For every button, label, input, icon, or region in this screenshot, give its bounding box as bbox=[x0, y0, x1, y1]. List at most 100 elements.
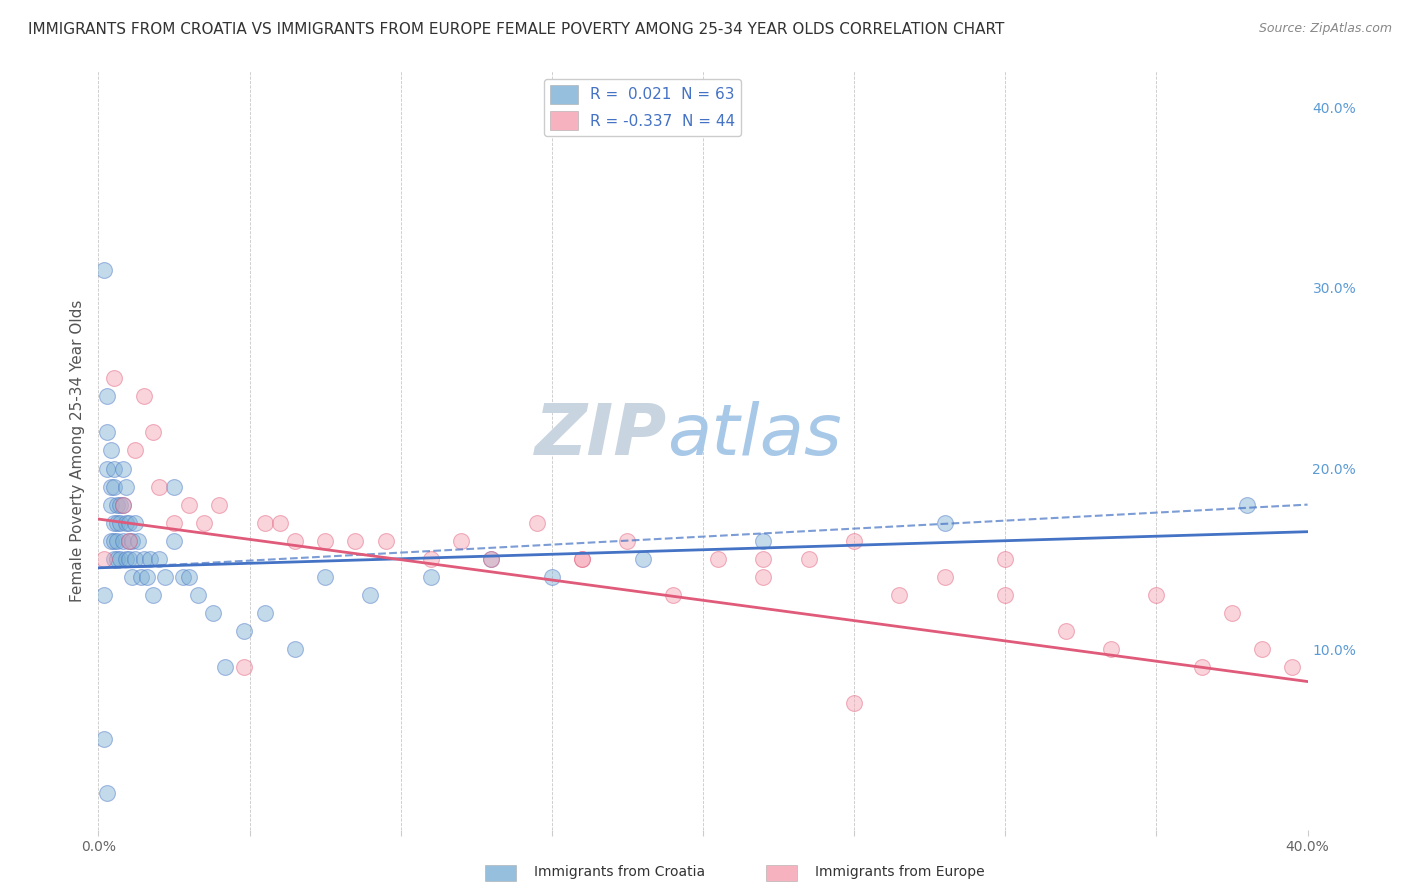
Point bbox=[374, 533, 396, 548]
Point bbox=[616, 533, 638, 548]
Point bbox=[571, 551, 593, 566]
Point bbox=[1220, 606, 1243, 620]
Point bbox=[127, 533, 149, 548]
Point bbox=[148, 479, 170, 493]
Text: Immigrants from Croatia: Immigrants from Croatia bbox=[534, 865, 706, 880]
Point bbox=[129, 570, 152, 584]
Point bbox=[93, 551, 115, 566]
Point bbox=[121, 570, 143, 584]
Point bbox=[994, 551, 1017, 566]
Point bbox=[118, 516, 141, 530]
Point bbox=[124, 516, 146, 530]
Point bbox=[103, 479, 125, 493]
Text: Source: ZipAtlas.com: Source: ZipAtlas.com bbox=[1258, 22, 1392, 36]
Point bbox=[1251, 642, 1274, 657]
Point bbox=[124, 551, 146, 566]
Point bbox=[844, 533, 866, 548]
Point bbox=[132, 551, 155, 566]
Point bbox=[450, 533, 472, 548]
Point bbox=[253, 516, 276, 530]
Point bbox=[1099, 642, 1122, 657]
Point bbox=[96, 787, 118, 801]
Point bbox=[187, 588, 209, 602]
Text: IMMIGRANTS FROM CROATIA VS IMMIGRANTS FROM EUROPE FEMALE POVERTY AMONG 25-34 YEA: IMMIGRANTS FROM CROATIA VS IMMIGRANTS FR… bbox=[28, 22, 1004, 37]
Point bbox=[571, 551, 593, 566]
Point bbox=[108, 516, 131, 530]
Text: Immigrants from Europe: Immigrants from Europe bbox=[815, 865, 986, 880]
Point bbox=[752, 570, 775, 584]
Point bbox=[103, 461, 125, 475]
Point bbox=[889, 588, 911, 602]
Point bbox=[121, 533, 143, 548]
Point bbox=[114, 516, 136, 530]
Point bbox=[163, 516, 186, 530]
Point bbox=[105, 533, 128, 548]
Point bbox=[96, 461, 118, 475]
Point bbox=[179, 570, 201, 584]
Point bbox=[148, 551, 170, 566]
Point bbox=[934, 570, 956, 584]
Point bbox=[118, 533, 141, 548]
Point bbox=[172, 570, 194, 584]
Point bbox=[284, 533, 307, 548]
Point bbox=[481, 551, 503, 566]
Point bbox=[481, 551, 503, 566]
Point bbox=[111, 498, 134, 512]
Point bbox=[193, 516, 215, 530]
Point bbox=[631, 551, 654, 566]
Point bbox=[253, 606, 276, 620]
Text: ZIP: ZIP bbox=[534, 401, 666, 470]
Point bbox=[934, 516, 956, 530]
Point bbox=[232, 660, 254, 674]
Legend: R =  0.021  N = 63, R = -0.337  N = 44: R = 0.021 N = 63, R = -0.337 N = 44 bbox=[544, 79, 741, 136]
Point bbox=[100, 443, 122, 458]
Point bbox=[360, 588, 382, 602]
Point bbox=[105, 516, 128, 530]
Point bbox=[93, 588, 115, 602]
Point bbox=[661, 588, 683, 602]
Point bbox=[284, 642, 307, 657]
Point bbox=[111, 533, 134, 548]
Point bbox=[103, 533, 125, 548]
Point bbox=[314, 570, 336, 584]
Point bbox=[208, 498, 231, 512]
Point bbox=[707, 551, 730, 566]
Point bbox=[179, 498, 201, 512]
Point bbox=[93, 263, 115, 277]
Point bbox=[797, 551, 820, 566]
Point bbox=[1054, 624, 1077, 638]
Point bbox=[103, 551, 125, 566]
Point bbox=[752, 551, 775, 566]
Point bbox=[93, 732, 115, 747]
Point bbox=[118, 533, 141, 548]
Point bbox=[105, 551, 128, 566]
Point bbox=[163, 533, 186, 548]
Point bbox=[420, 551, 443, 566]
Point bbox=[114, 551, 136, 566]
Point bbox=[96, 389, 118, 403]
Point bbox=[105, 498, 128, 512]
Point bbox=[844, 696, 866, 710]
Point bbox=[111, 498, 134, 512]
Point bbox=[103, 371, 125, 385]
Point bbox=[526, 516, 548, 530]
Point bbox=[752, 533, 775, 548]
Point bbox=[142, 588, 165, 602]
Point bbox=[994, 588, 1017, 602]
Text: atlas: atlas bbox=[666, 401, 841, 470]
Point bbox=[108, 498, 131, 512]
Point bbox=[132, 389, 155, 403]
Y-axis label: Female Poverty Among 25-34 Year Olds: Female Poverty Among 25-34 Year Olds bbox=[69, 300, 84, 601]
Point bbox=[269, 516, 291, 530]
Point bbox=[142, 425, 165, 440]
Point bbox=[202, 606, 225, 620]
Point bbox=[114, 479, 136, 493]
Point bbox=[118, 551, 141, 566]
Point bbox=[344, 533, 367, 548]
Point bbox=[232, 624, 254, 638]
Point bbox=[420, 570, 443, 584]
Point bbox=[124, 443, 146, 458]
Point bbox=[135, 570, 157, 584]
Point bbox=[1236, 498, 1258, 512]
Point bbox=[111, 461, 134, 475]
